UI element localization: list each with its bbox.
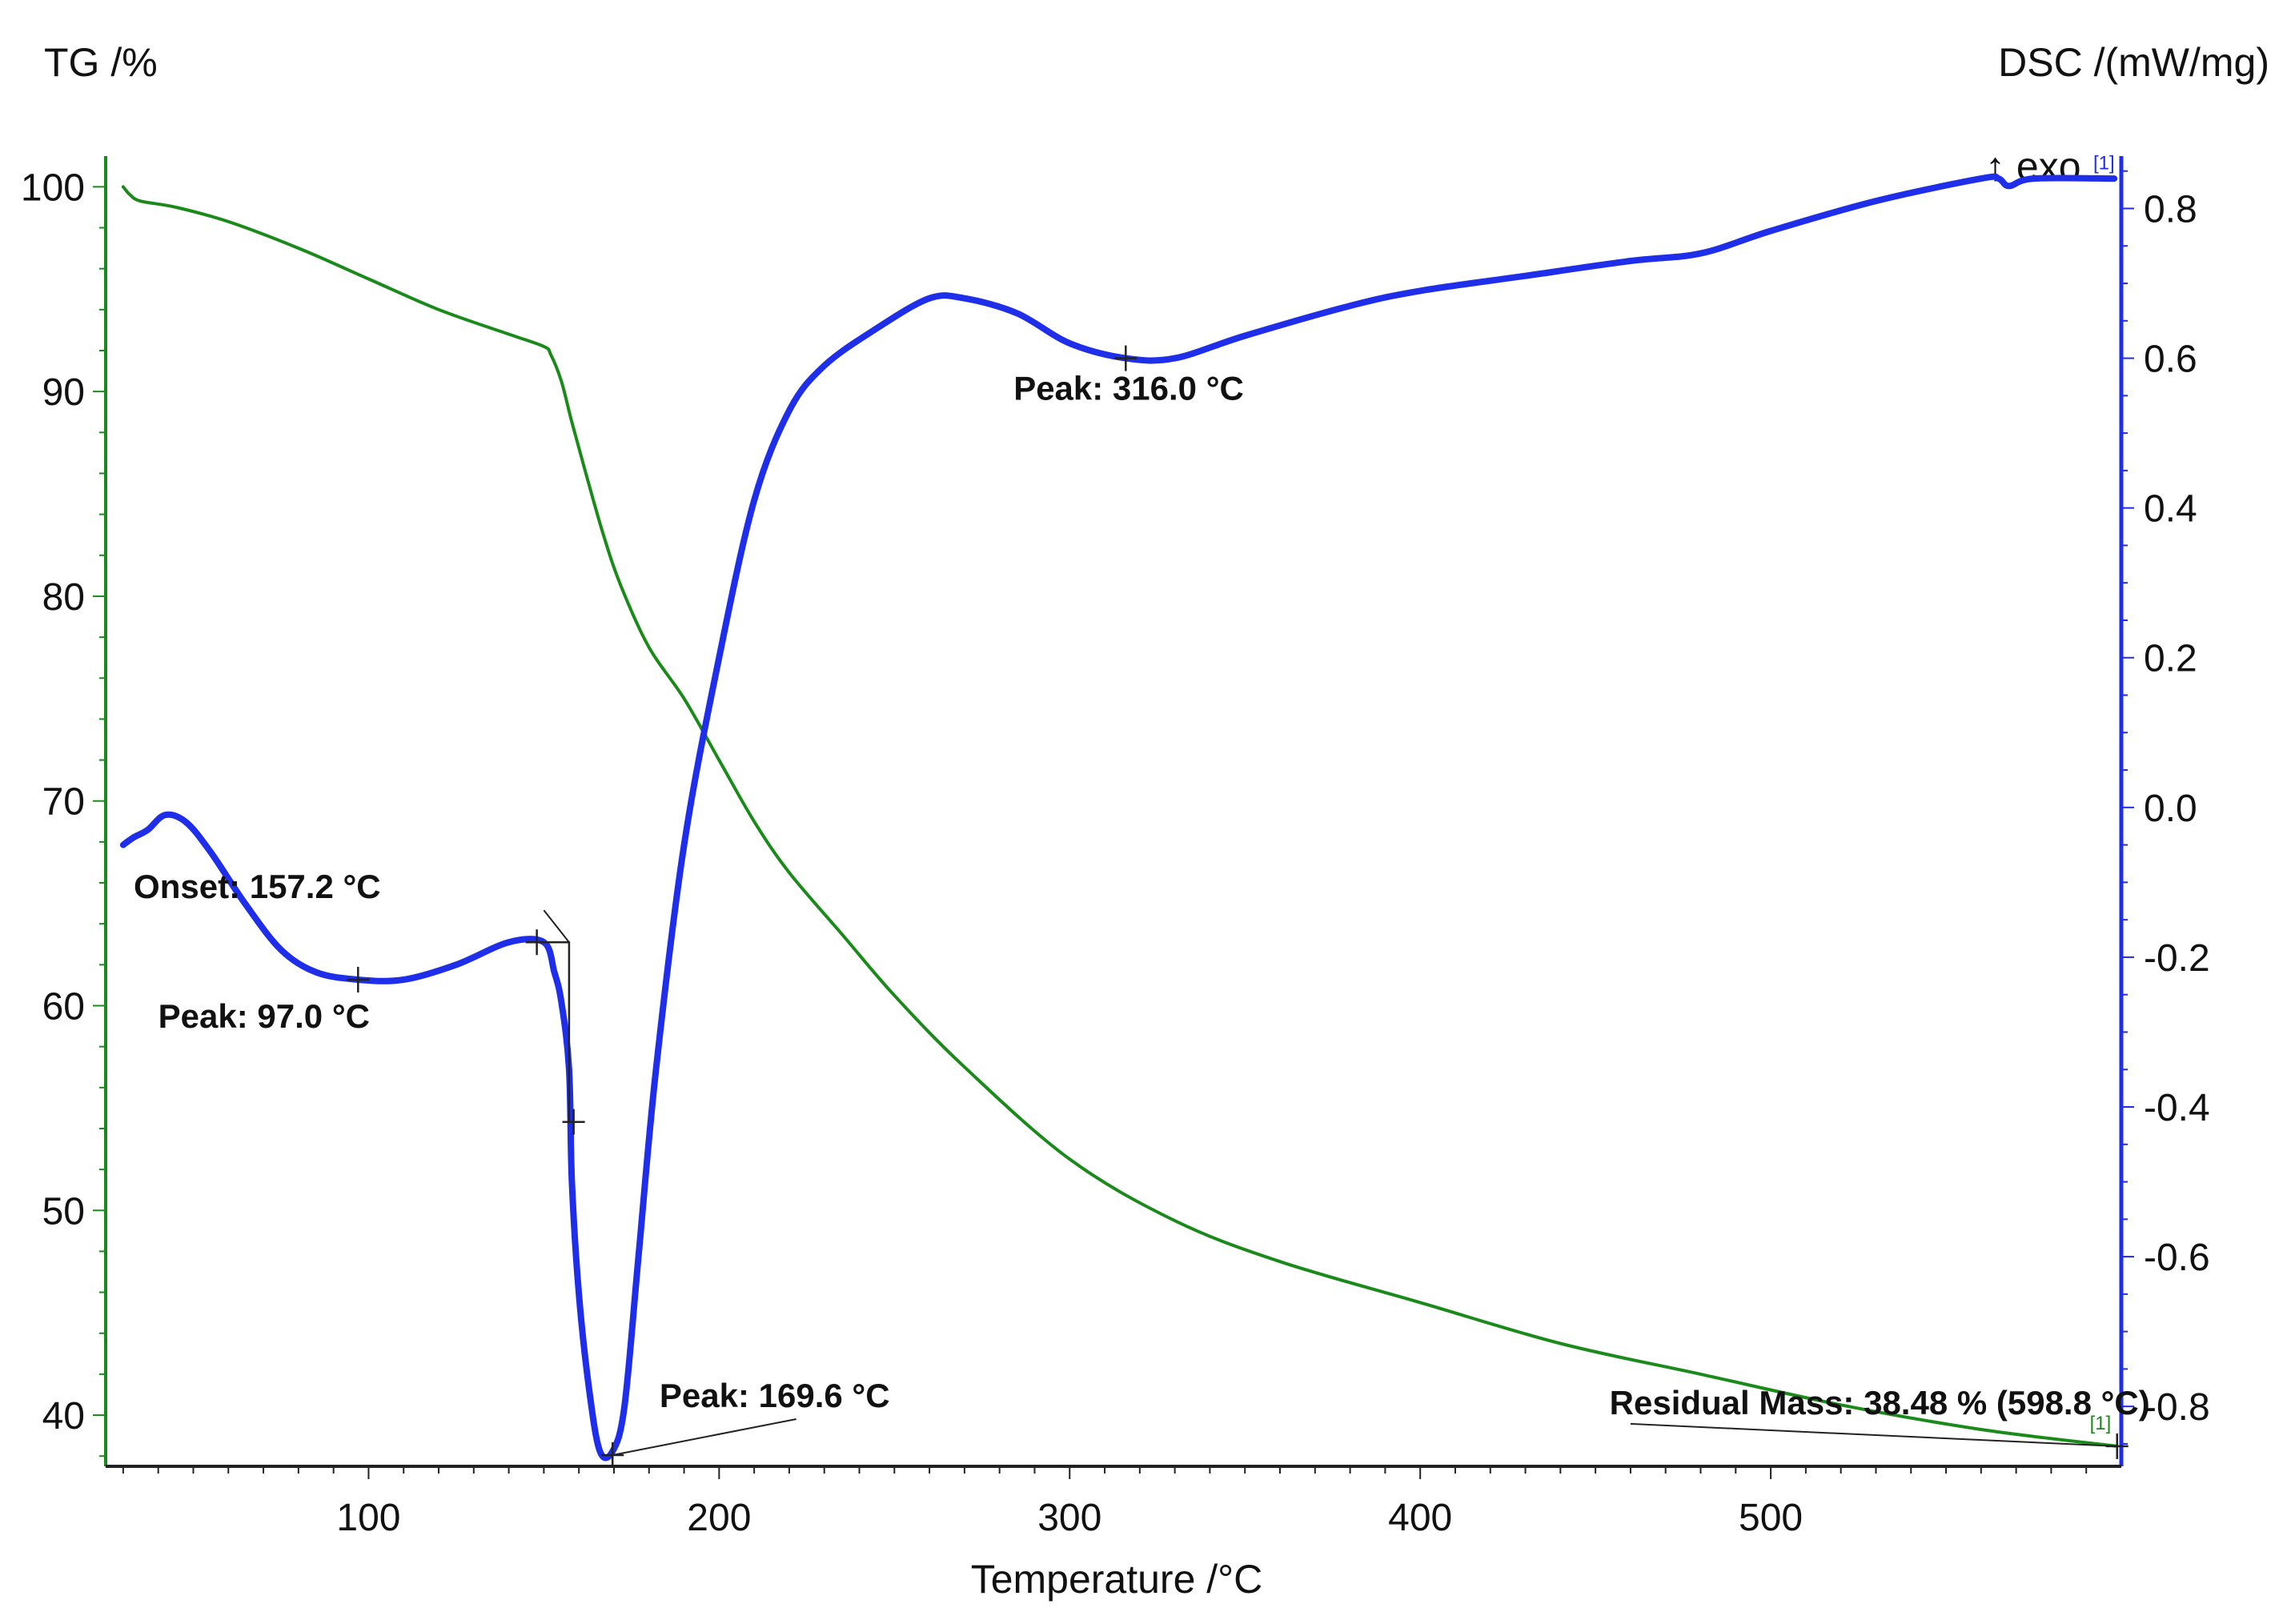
annotation-peak-316: Peak: 316.0 °C	[1013, 370, 1244, 407]
series-line-tg	[121, 185, 2119, 1448]
x-tick-label: 200	[687, 1497, 751, 1539]
x-tick-label: 100	[336, 1497, 400, 1539]
y-left-tick-label: 90	[42, 371, 85, 414]
residual-mass-leader-line	[1630, 1422, 2117, 1447]
y-right-tick-label: 0.0	[2144, 788, 2197, 830]
y-left-axis-title: TG /%	[44, 40, 158, 85]
y-right-tick-label: 0.2	[2144, 638, 2197, 680]
y-right-tick-label: 0.8	[2144, 188, 2197, 231]
dsc-curve-tag: [1]	[2093, 153, 2115, 174]
x-tick-label: 400	[1388, 1497, 1452, 1539]
y-left-tick-label: 50	[42, 1190, 85, 1233]
annotation-residual-mass: Residual Mass: 38.48 % (598.8 °C)	[1610, 1384, 2150, 1422]
x-axis-title: Temperature /°C	[971, 1557, 1263, 1602]
peak-169-leader-line	[612, 1417, 796, 1456]
x-tick-label: 300	[1037, 1497, 1101, 1539]
series-group	[119, 173, 2119, 1462]
y-right-tick-label: -0.8	[2144, 1386, 2210, 1429]
onset-leader-line	[543, 909, 570, 943]
annotations-group: Peak: 97.0 °C Onset: 157.2 °C Peak: 169.6 …	[134, 153, 2150, 1468]
series-line-dsc	[119, 173, 2118, 1462]
y-right-tick-label: 0.4	[2144, 488, 2197, 531]
y-right-tick-label: -0.4	[2144, 1087, 2210, 1129]
annotation-peak-169: Peak: 169.6 °C	[660, 1377, 890, 1414]
ticks-group: 100 200 300 400 500 40 50 60 70 80 90 100 0.8 0.6 0.4 0…	[21, 166, 2210, 1539]
y-right-tick-label: -0.6	[2144, 1237, 2210, 1279]
y-left-tick-label: 100	[21, 166, 85, 209]
y-right-axis-title: DSC /(mW/mg)	[1998, 40, 2269, 85]
annotation-peak-97: Peak: 97.0 °C	[158, 997, 370, 1035]
annotation-onset: Onset: 157.2 °C	[134, 868, 381, 905]
y-left-tick-label: 40	[42, 1395, 85, 1438]
y-right-tick-label: 0.6	[2144, 339, 2197, 381]
y-left-tick-label: 70	[42, 781, 85, 824]
y-left-tick-label: 60	[42, 985, 85, 1028]
y-right-tick-label: -0.2	[2144, 937, 2210, 980]
y-left-tick-label: 80	[42, 576, 85, 619]
axes-group	[104, 156, 2124, 1468]
tg-curve-tag: [1]	[2090, 1413, 2112, 1434]
x-tick-label: 500	[1739, 1497, 1803, 1539]
